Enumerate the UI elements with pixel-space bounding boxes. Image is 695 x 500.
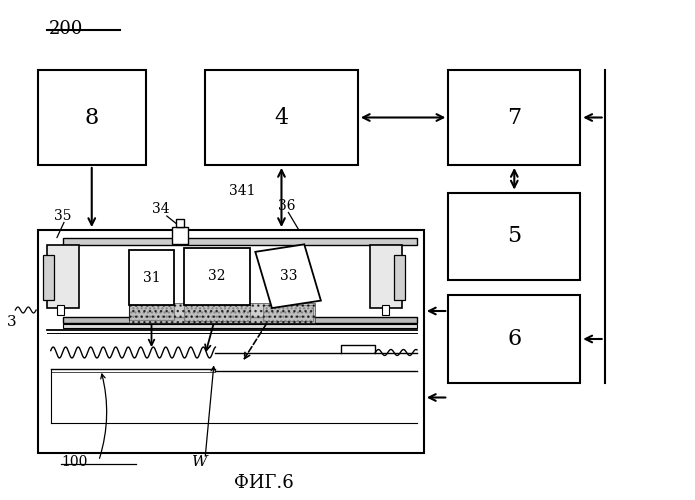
Text: 31: 31	[142, 270, 161, 284]
Text: 3: 3	[7, 316, 17, 330]
Bar	[263, 304, 313, 321]
Bar	[448, 70, 580, 165]
Bar	[38, 230, 424, 452]
Text: 4: 4	[275, 106, 288, 128]
Text: 35: 35	[54, 208, 72, 222]
Bar	[184, 304, 250, 321]
Text: 34: 34	[152, 202, 169, 216]
Bar	[172, 226, 188, 244]
Text: 6: 6	[507, 328, 521, 350]
Bar	[38, 70, 146, 165]
Text: ФИГ.6: ФИГ.6	[234, 474, 294, 492]
Text: 8: 8	[85, 106, 99, 128]
Bar	[129, 305, 174, 320]
Bar	[43, 255, 54, 300]
Bar	[394, 255, 405, 300]
Bar	[57, 305, 64, 315]
Bar	[176, 219, 184, 226]
Bar	[63, 324, 417, 328]
Text: 7: 7	[507, 106, 521, 128]
Bar	[382, 305, 389, 315]
Bar	[255, 244, 321, 308]
Text: 32: 32	[208, 270, 226, 283]
Bar	[47, 245, 79, 308]
Text: W: W	[193, 456, 208, 469]
Text: 200: 200	[49, 20, 83, 38]
Text: 36: 36	[278, 198, 295, 212]
Text: 33: 33	[279, 269, 297, 283]
Text: 5: 5	[507, 225, 521, 247]
Bar	[129, 302, 315, 322]
Text: 341: 341	[229, 184, 256, 198]
Text: 100: 100	[61, 456, 88, 469]
Bar	[448, 192, 580, 280]
Bar	[448, 295, 580, 382]
Bar	[184, 248, 250, 305]
Bar	[63, 316, 417, 322]
Bar	[205, 70, 358, 165]
Bar	[370, 245, 402, 308]
Bar	[129, 250, 174, 305]
Bar	[63, 238, 417, 245]
